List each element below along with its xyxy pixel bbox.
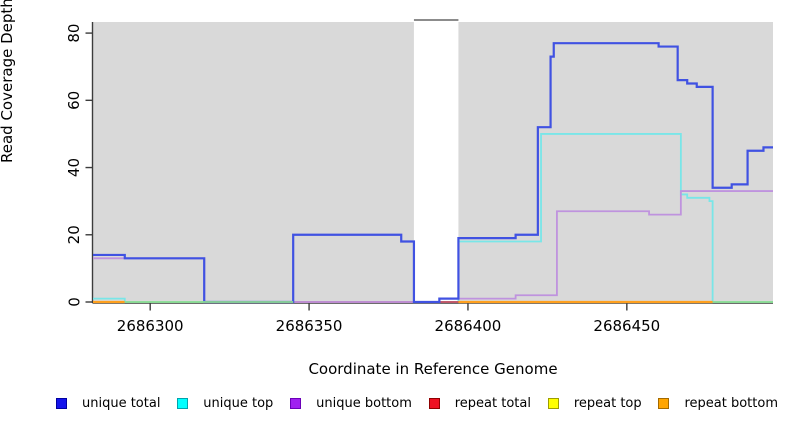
legend-label: unique bottom <box>316 396 412 411</box>
gap-region <box>413 20 459 302</box>
legend-item-repeat-total: repeat total <box>428 396 531 411</box>
y-tick-label: 80 <box>65 24 83 43</box>
legend: unique total unique top unique bottom repea… <box>0 396 792 411</box>
legend-label: unique total <box>82 396 161 411</box>
x-tick-label: 2686450 <box>593 317 660 335</box>
x-tick-label: 2686400 <box>435 317 502 335</box>
x-tick-label: 2686350 <box>276 317 343 335</box>
legend-label: repeat total <box>454 396 531 411</box>
y-tick-label: 20 <box>65 225 83 244</box>
legend-swatch-icon <box>428 398 440 409</box>
series-line-unique-total <box>93 42 773 304</box>
y-tick-label: 0 <box>65 297 83 307</box>
legend-item-unique-bottom: unique bottom <box>290 396 412 411</box>
legend-item-repeat-bottom: repeat bottom <box>658 396 778 411</box>
x-tick-label: 2686300 <box>117 317 184 335</box>
legend-item-unique-top: unique top <box>177 396 273 411</box>
legend-swatch-icon <box>290 398 302 409</box>
legend-label: repeat bottom <box>684 396 778 411</box>
legend-item-repeat-top: repeat top <box>547 396 642 411</box>
legend-swatch-icon <box>177 398 189 409</box>
legend-swatch-icon <box>658 398 670 409</box>
x-axis-title: Coordinate in Reference Genome <box>308 360 558 378</box>
legend-label: repeat top <box>573 396 642 411</box>
y-tick-label: 40 <box>65 158 83 177</box>
legend-label: unique top <box>203 396 274 411</box>
legend-swatch-icon <box>56 398 67 409</box>
legend-swatch-icon <box>547 398 559 409</box>
legend-item-unique-total: unique total <box>56 396 160 411</box>
y-tick-label: 60 <box>65 91 83 110</box>
